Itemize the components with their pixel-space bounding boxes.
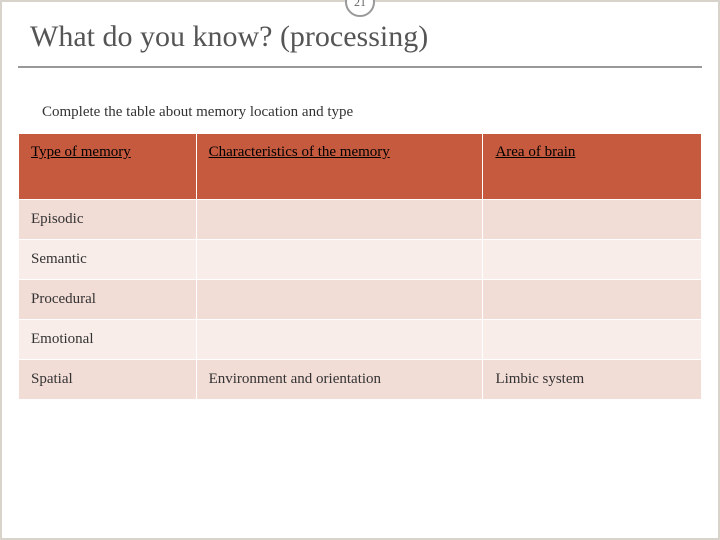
- cell-type: Spatial: [19, 360, 197, 400]
- cell-type: Semantic: [19, 240, 197, 280]
- table-row: Emotional: [19, 320, 702, 360]
- column-header-area: Area of brain: [483, 134, 702, 200]
- slide-title: What do you know? (processing): [18, 16, 702, 68]
- cell-characteristics: [196, 280, 483, 320]
- cell-characteristics: [196, 240, 483, 280]
- cell-area: Limbic system: [483, 360, 702, 400]
- cell-type: Episodic: [19, 200, 197, 240]
- table-row: Spatial Environment and orientation Limb…: [19, 360, 702, 400]
- cell-area: [483, 320, 702, 360]
- table-header-row: Type of memory Characteristics of the me…: [19, 134, 702, 200]
- column-header-characteristics: Characteristics of the memory: [196, 134, 483, 200]
- table-row: Procedural: [19, 280, 702, 320]
- cell-characteristics: Environment and orientation: [196, 360, 483, 400]
- slide-subtitle: Complete the table about memory location…: [42, 104, 702, 121]
- slide: What do you know? (processing) 21 Comple…: [2, 2, 718, 538]
- table-row: Semantic: [19, 240, 702, 280]
- table-row: Episodic: [19, 200, 702, 240]
- cell-area: [483, 240, 702, 280]
- cell-type: Procedural: [19, 280, 197, 320]
- cell-area: [483, 280, 702, 320]
- memory-table: Type of memory Characteristics of the me…: [18, 133, 702, 400]
- cell-characteristics: [196, 320, 483, 360]
- column-header-type: Type of memory: [19, 134, 197, 200]
- cell-type: Emotional: [19, 320, 197, 360]
- page-number-badge: 21: [345, 0, 375, 17]
- page-number-container: 21: [18, 68, 702, 96]
- cell-area: [483, 200, 702, 240]
- cell-characteristics: [196, 200, 483, 240]
